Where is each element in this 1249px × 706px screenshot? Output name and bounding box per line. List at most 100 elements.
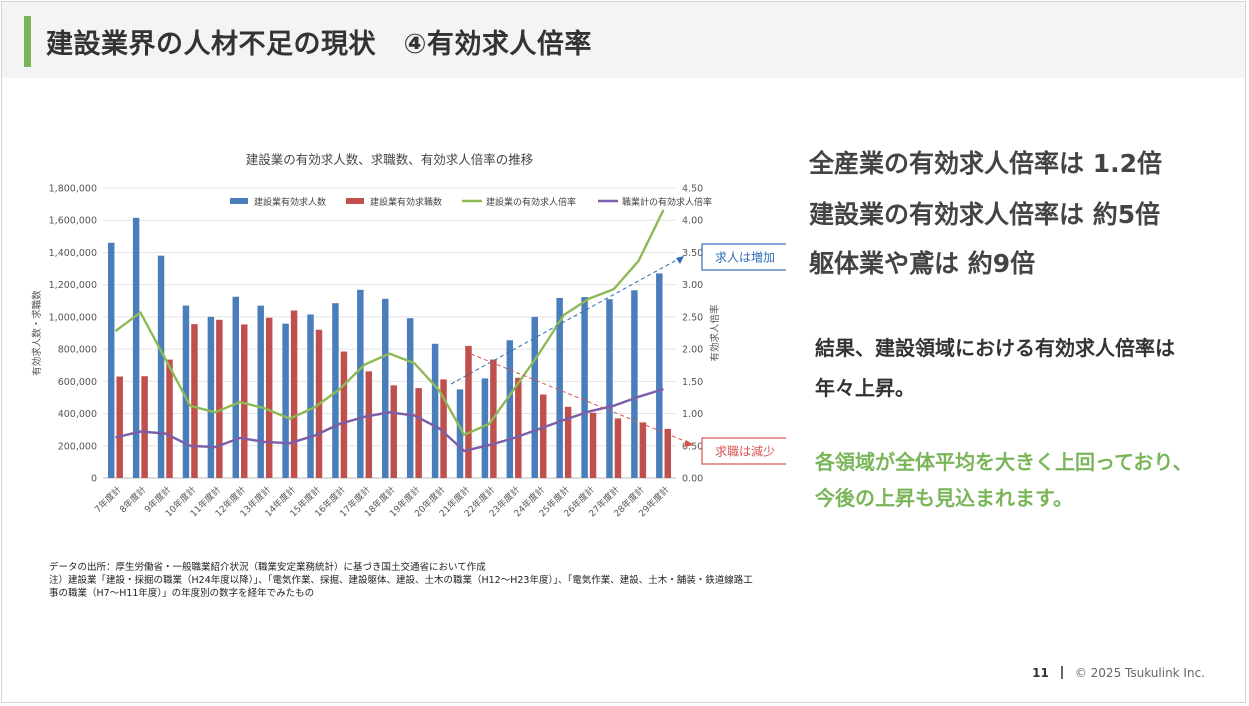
bar-job-openings (406, 318, 414, 478)
bar-job-seekers (265, 317, 273, 478)
trend-arrow-down (470, 353, 693, 445)
annotation-label: 求職は減少 (715, 444, 775, 459)
bar-job-openings (107, 242, 115, 478)
x-tick-label: 7年度計 (92, 484, 124, 516)
header: 建設業界の人材不足の現状 ④有効求人倍率 (2, 2, 1245, 78)
legend-swatch (230, 198, 248, 204)
bar-job-openings (656, 273, 663, 478)
bar-job-openings (631, 290, 638, 478)
y-tick-label: 1,400,000 (49, 248, 97, 259)
bar-job-seekers (614, 418, 622, 478)
bar-job-openings (307, 314, 314, 478)
y-tick-label: 0 (91, 474, 97, 485)
bar-job-openings (556, 297, 563, 478)
key-point: 建設業の有効求人倍率は 約5倍 (809, 200, 1161, 229)
bar-job-openings (332, 303, 339, 478)
bar-job-seekers (390, 385, 397, 478)
copyright: © 2025 Tsukulink Inc. (1074, 666, 1205, 680)
bar-job-seekers (664, 428, 672, 478)
page-number: 11 (1032, 666, 1049, 680)
bar-job-seekers (465, 345, 472, 478)
y2-tick-label: 3.50 (682, 248, 703, 259)
outlook-text: 今後の上昇も見込まれます。 (815, 486, 1073, 510)
accent-bar (24, 16, 31, 67)
series-line-all-jobs-ratio (115, 387, 664, 453)
bar-job-openings (431, 343, 439, 478)
bar-job-openings (257, 305, 264, 478)
bar-job-seekers (216, 319, 223, 478)
key-point: 躯体業や鳶は 約9倍 (809, 249, 1036, 278)
bar-job-openings (207, 316, 215, 478)
bar-job-openings (382, 298, 389, 478)
series-line-construction-ratio (114, 209, 665, 436)
bar-job-seekers (564, 406, 572, 478)
bar-job-seekers (166, 359, 173, 478)
y2-tick-label: 2.50 (682, 312, 703, 323)
key-point: 全産業の有効求人倍率は 1.2倍 (809, 149, 1162, 178)
bar-job-openings (506, 340, 514, 478)
source-notes: データの出所：厚生労働省・一般職業紹介状況（職業安定業務統計）に基づき国土交通省… (49, 561, 753, 600)
bar-job-openings (606, 299, 613, 478)
legend-label: 職業計の有効求人倍率 (622, 196, 712, 208)
bar-job-seekers (639, 422, 647, 478)
footer-divider (1060, 666, 1063, 679)
y-tick-label: 400,000 (58, 409, 97, 420)
bar-job-seekers (415, 388, 422, 478)
bar-job-openings (481, 378, 489, 478)
bar-job-openings (531, 316, 538, 478)
result-text: 結果、建設領域における有効求人倍率は (815, 336, 1175, 360)
result-text: 年々上昇。 (815, 376, 915, 400)
chart: 建設業の有効求人数、求職数、有効求人倍率の推移 0 200,000 400,000 60… (31, 152, 789, 519)
outlook-text: 各領域が全体平均を大きく上回っており、 (815, 450, 1193, 474)
chart-area: 建設業の有効求人数、求職数、有効求人倍率の推移 0 200,000 400,000 60… (16, 122, 789, 586)
bar-job-seekers (241, 324, 248, 478)
legend-swatch (346, 198, 364, 204)
chart-title: 建設業の有効求人数、求職数、有効求人倍率の推移 (246, 152, 534, 167)
y-tick-label: 1,000,000 (49, 312, 97, 323)
bar-job-seekers (116, 376, 123, 478)
bar-job-openings (132, 217, 140, 479)
y2-tick-label: 1.00 (682, 409, 703, 420)
y-tick-label: 600,000 (58, 377, 97, 388)
y2-tick-label: 4.50 (682, 184, 703, 195)
y2-tick-label: 1.50 (682, 377, 703, 388)
bar-job-openings (282, 323, 289, 478)
source-note-line: 注）建設業「建設・採掘の職業（H24年度以降）」、「電気作業、採掘、建設躯体、建… (49, 575, 753, 586)
y2-tick-label: 0.50 (682, 441, 703, 452)
bar-job-seekers (539, 394, 547, 478)
arrow-head (676, 256, 684, 264)
legend-label: 建設業有効求人数 (254, 196, 326, 208)
annotation-label: 求人は増加 (715, 251, 775, 265)
bar-job-openings (581, 297, 588, 478)
bar-job-seekers (440, 379, 447, 478)
arrow-head (684, 440, 694, 447)
y2-axis-label: 有効求人倍率 (709, 304, 721, 362)
annotation-box (701, 437, 789, 465)
bar-job-openings (456, 389, 464, 478)
trend-arrow-up (450, 256, 683, 385)
source-note-line: 事の職業（H7～H11年度）」の年度別の数字を経年でみたもの (49, 588, 315, 599)
bar-job-seekers (515, 377, 522, 478)
y2-tick-label: 4.00 (682, 216, 703, 227)
legend-label: 建設業有効求職数 (370, 196, 442, 208)
footer: 11 © 2025 Tsukulink Inc. (1032, 666, 1205, 680)
y2-tick-label: 3.00 (682, 280, 703, 291)
bar-job-openings (232, 296, 240, 478)
bar-job-seekers (589, 412, 597, 478)
bar-job-seekers (191, 324, 198, 478)
bar-job-seekers (141, 376, 148, 478)
bar-job-seekers (340, 351, 348, 478)
page-title: 建設業界の人材不足の現状 ④有効求人倍率 (46, 29, 592, 60)
y-tick-label: 800,000 (58, 345, 97, 356)
y-tick-label: 1,200,000 (49, 280, 97, 291)
bar-job-seekers (365, 371, 373, 478)
x-tick-label: 8年度計 (117, 484, 149, 516)
y-tick-label: 1,600,000 (49, 216, 97, 227)
source-note-line: データの出所：厚生労働省・一般職業紹介状況（職業安定業務統計）に基づき国土交通省… (49, 562, 486, 573)
y-axis-label: 有効求人数・求職数 (31, 290, 43, 376)
legend-label: 建設業の有効求人倍率 (486, 196, 576, 208)
y2-tick-label: 0.00 (682, 474, 703, 485)
y2-tick-label: 2.00 (682, 345, 703, 356)
bar-job-openings (357, 289, 364, 478)
